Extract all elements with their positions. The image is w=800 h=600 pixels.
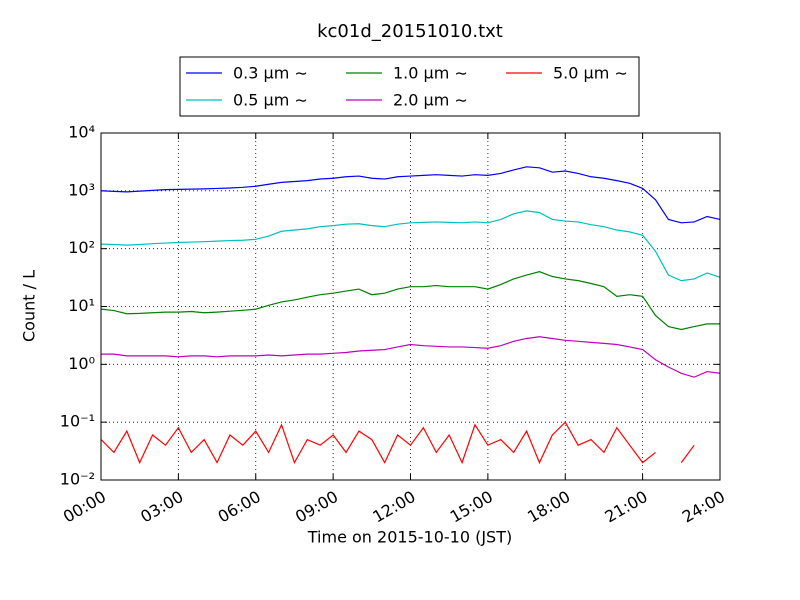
y-tick-label: 10⁻² [60, 470, 95, 489]
legend-label: 2.0 μm ∼ [393, 91, 468, 110]
y-axis-label: Count / L [20, 270, 39, 342]
legend-label: 5.0 μm ∼ [553, 64, 628, 83]
y-tick-label: 10³ [68, 180, 95, 199]
y-tick-label: 10⁴ [68, 123, 95, 142]
legend-label: 0.3 μm ∼ [233, 64, 308, 83]
legend-box [179, 56, 640, 117]
plot-frame [100, 132, 721, 481]
y-tick-label: 10¹ [68, 296, 95, 315]
y-tick-label: 10⁰ [68, 354, 95, 373]
legend-label: 1.0 μm ∼ [393, 64, 468, 83]
x-axis-label: Time on 2015-10-10 (JST) [307, 528, 512, 547]
chart-title: kc01d_20151010.txt [317, 21, 503, 42]
series-line [101, 336, 720, 378]
y-tick-label: 10⁻¹ [60, 412, 95, 431]
series-line [101, 271, 720, 331]
y-tick-label: 10² [68, 238, 95, 257]
series-line [101, 210, 720, 282]
series-line [101, 166, 720, 224]
legend-label: 0.5 μm ∼ [233, 91, 308, 110]
